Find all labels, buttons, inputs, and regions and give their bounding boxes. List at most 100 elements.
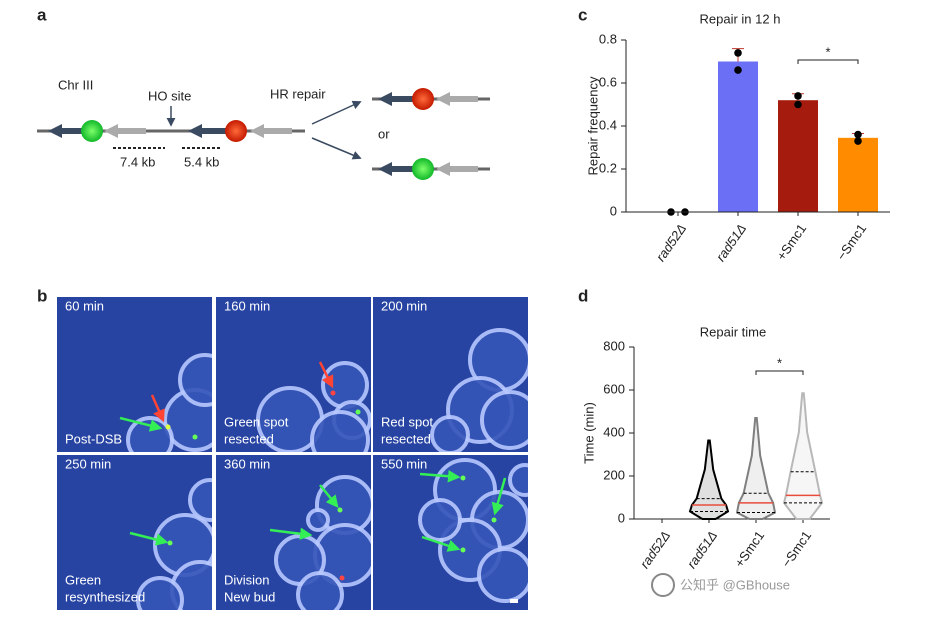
arrow (319, 484, 339, 508)
data-point (794, 92, 802, 100)
cell (188, 478, 212, 522)
arrow (129, 531, 169, 546)
micrograph: 550 min (373, 455, 528, 610)
spot (330, 390, 336, 396)
micrograph: 60 min Post-DSB (57, 297, 212, 452)
y-tick-label: 800 (603, 338, 625, 353)
arrow (150, 394, 165, 423)
x-tick-label: rad52Δ (637, 528, 673, 571)
y-tick-label: 200 (603, 467, 625, 482)
spot (355, 409, 361, 415)
cell (480, 390, 528, 450)
caption: resected (224, 431, 274, 446)
label: 7.4 kb (120, 154, 155, 169)
bar (838, 137, 878, 212)
bar (778, 100, 818, 212)
cells (430, 328, 528, 452)
arrow (419, 469, 461, 483)
x-tick-label: rad52Δ (653, 221, 689, 264)
micrograph: 200 min Red spot resected (373, 297, 528, 452)
data-point (734, 66, 742, 74)
watermark-text: 公知乎 @GBhouse (680, 577, 790, 592)
spot (460, 547, 466, 553)
y-tick-label: 0 (610, 203, 617, 218)
timepoint: 60 min (65, 298, 104, 313)
timepoint: 550 min (381, 456, 427, 471)
caption: resected (381, 431, 431, 446)
timepoint: 200 min (381, 298, 427, 313)
cell (321, 361, 369, 409)
violin (782, 392, 824, 520)
x-tick-label: rad51Δ (684, 528, 720, 571)
cell (430, 415, 470, 452)
spot (337, 507, 343, 513)
arrow (119, 416, 163, 432)
micrograph: 160 min Green spot resected (216, 297, 371, 452)
panel-label: b (37, 286, 47, 305)
label: HR repair (270, 86, 326, 101)
panel-label: c (578, 5, 587, 24)
significance-label: * (825, 44, 830, 59)
data-point (794, 100, 802, 109)
spot (165, 424, 171, 430)
x-tick-label: +Smc1 (774, 221, 810, 263)
caption: Green (65, 572, 101, 587)
timepoint: 160 min (224, 298, 270, 313)
cells (136, 478, 212, 610)
x-tick-label: −Smc1 (779, 528, 815, 570)
y-tick-label: 0.4 (599, 117, 617, 132)
significance-label: * (777, 355, 782, 370)
spot (339, 575, 345, 581)
spot (491, 517, 497, 523)
data-point (734, 49, 742, 57)
cell (136, 576, 184, 610)
label: or (378, 126, 390, 141)
bar (718, 61, 758, 212)
spot (167, 540, 173, 546)
cell (310, 410, 370, 452)
spot (460, 475, 466, 481)
cell (477, 547, 528, 603)
label: 5.4 kb (184, 154, 219, 169)
label: HO site (148, 88, 191, 103)
cell (306, 508, 330, 532)
schematic: Chr III HO site HR repair or 7.4 kb 5.4 … (37, 77, 490, 180)
y-tick-label: 0.2 (599, 160, 617, 175)
y-axis-label: Time (min) (581, 402, 596, 464)
cell (418, 498, 462, 542)
data-point (854, 137, 862, 145)
cells (418, 458, 528, 603)
caption: Red spot (381, 414, 433, 429)
micrograph: 250 min Green resynthesized (57, 455, 212, 610)
chart-title: Repair time (700, 324, 766, 339)
caption: Post-DSB (65, 431, 122, 446)
y-tick-label: 600 (603, 381, 625, 396)
cells (256, 361, 371, 452)
watermark: 公知乎 @GBhouse (651, 573, 790, 597)
panel-label: d (578, 286, 588, 305)
chart-title: Repair in 12 h (700, 11, 781, 26)
caption: New bud (224, 589, 275, 604)
y-tick-label: 0 (618, 510, 625, 525)
micrograph: 360 min Division New bud (216, 455, 371, 610)
x-tick-label: +Smc1 (732, 528, 768, 570)
spot (192, 434, 198, 440)
cell (508, 463, 528, 497)
caption: Green spot (224, 414, 289, 429)
arrow (421, 535, 461, 552)
arrow (269, 527, 313, 540)
violin (688, 439, 730, 520)
timepoint: 250 min (65, 456, 111, 471)
arrow (491, 477, 507, 516)
cell (178, 353, 212, 407)
scale-bar (510, 599, 518, 603)
panel-label: a (37, 5, 47, 24)
caption: Division (224, 572, 270, 587)
caption: resynthesized (65, 589, 145, 604)
cell (296, 571, 344, 610)
x-tick-label: rad51Δ (713, 221, 749, 264)
x-tick-label: −Smc1 (834, 221, 870, 263)
arrow (318, 361, 334, 389)
y-tick-label: 0.8 (599, 31, 617, 46)
data-point (854, 130, 862, 139)
